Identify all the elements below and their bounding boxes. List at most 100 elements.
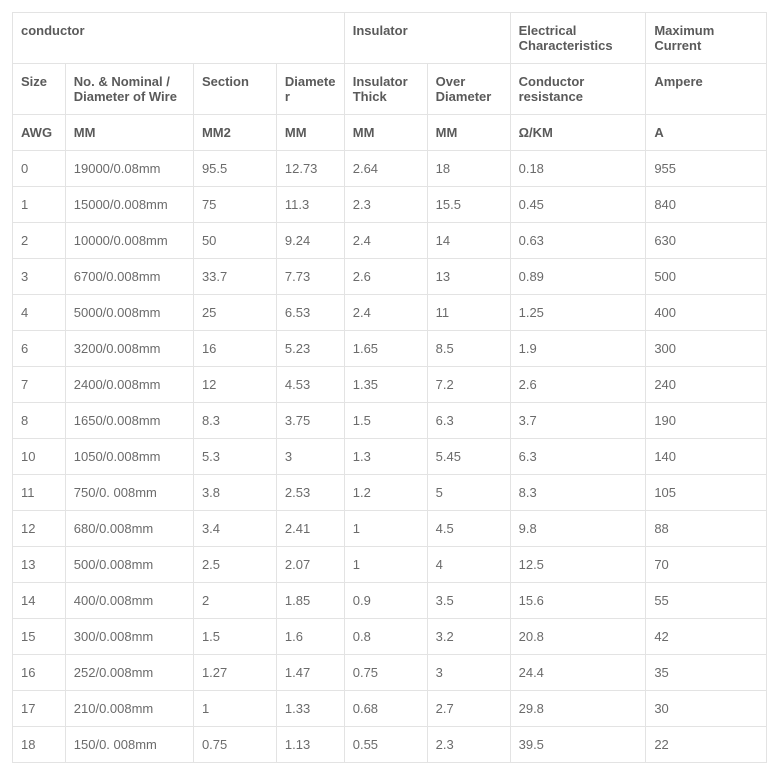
table-row: 15300/0.008mm1.51.60.83.220.842 bbox=[13, 619, 767, 655]
table-cell: 3.5 bbox=[427, 583, 510, 619]
table-cell: 3200/0.008mm bbox=[65, 331, 193, 367]
group-header-cell: conductor bbox=[13, 13, 345, 64]
table-cell: 2.4 bbox=[344, 295, 427, 331]
unit-cell: MM bbox=[276, 115, 344, 151]
table-cell: 11 bbox=[13, 475, 66, 511]
table-cell: 1.5 bbox=[344, 403, 427, 439]
table-cell: 1 bbox=[13, 187, 66, 223]
table-row: 45000/0.008mm256.532.4111.25400 bbox=[13, 295, 767, 331]
table-cell: 15 bbox=[13, 619, 66, 655]
table-cell: 6.53 bbox=[276, 295, 344, 331]
table-cell: 9.24 bbox=[276, 223, 344, 259]
table-cell: 2.64 bbox=[344, 151, 427, 187]
table-cell: 18 bbox=[427, 151, 510, 187]
table-cell: 2.53 bbox=[276, 475, 344, 511]
table-cell: 1.3 bbox=[344, 439, 427, 475]
unit-row: AWGMMMM2MMMMMMΩ/KMA bbox=[13, 115, 767, 151]
table-cell: 140 bbox=[646, 439, 767, 475]
table-cell: 6.3 bbox=[427, 403, 510, 439]
table-cell: 7.73 bbox=[276, 259, 344, 295]
table-cell: 8.5 bbox=[427, 331, 510, 367]
table-cell: 5.45 bbox=[427, 439, 510, 475]
table-cell: 300 bbox=[646, 331, 767, 367]
table-cell: 16 bbox=[13, 655, 66, 691]
table-cell: 0.9 bbox=[344, 583, 427, 619]
table-cell: 15.6 bbox=[510, 583, 646, 619]
table-cell: 5.23 bbox=[276, 331, 344, 367]
table-cell: 955 bbox=[646, 151, 767, 187]
table-cell: 150/0. 008mm bbox=[65, 727, 193, 763]
unit-cell: MM2 bbox=[193, 115, 276, 151]
table-row: 11750/0. 008mm3.82.531.258.3105 bbox=[13, 475, 767, 511]
table-cell: 3.75 bbox=[276, 403, 344, 439]
table-cell: 14 bbox=[427, 223, 510, 259]
table-cell: 400 bbox=[646, 295, 767, 331]
table-cell: 2.3 bbox=[427, 727, 510, 763]
table-cell: 18 bbox=[13, 727, 66, 763]
table-row: 101050/0.008mm5.331.35.456.3140 bbox=[13, 439, 767, 475]
table-cell: 3 bbox=[427, 655, 510, 691]
table-cell: 3 bbox=[276, 439, 344, 475]
table-body: 019000/0.08mm95.512.732.64180.1895511500… bbox=[13, 151, 767, 763]
table-cell: 630 bbox=[646, 223, 767, 259]
table-cell: 252/0.008mm bbox=[65, 655, 193, 691]
table-row: 210000/0.008mm509.242.4140.63630 bbox=[13, 223, 767, 259]
table-cell: 8 bbox=[13, 403, 66, 439]
table-cell: 35 bbox=[646, 655, 767, 691]
table-cell: 6700/0.008mm bbox=[65, 259, 193, 295]
table-cell: 0.55 bbox=[344, 727, 427, 763]
col-header-cell: Conductor resistance bbox=[510, 64, 646, 115]
table-cell: 6 bbox=[13, 331, 66, 367]
table-cell: 15.5 bbox=[427, 187, 510, 223]
table-row: 17210/0.008mm11.330.682.729.830 bbox=[13, 691, 767, 727]
table-cell: 12.73 bbox=[276, 151, 344, 187]
table-cell: 1.33 bbox=[276, 691, 344, 727]
table-cell: 300/0.008mm bbox=[65, 619, 193, 655]
table-cell: 1.13 bbox=[276, 727, 344, 763]
table-cell: 2 bbox=[13, 223, 66, 259]
table-cell: 0.8 bbox=[344, 619, 427, 655]
col-header-cell: Diameter bbox=[276, 64, 344, 115]
table-cell: 16 bbox=[193, 331, 276, 367]
table-cell: 4 bbox=[13, 295, 66, 331]
table-row: 16252/0.008mm1.271.470.75324.435 bbox=[13, 655, 767, 691]
table-cell: 7.2 bbox=[427, 367, 510, 403]
table-row: 12680/0.008mm3.42.4114.59.888 bbox=[13, 511, 767, 547]
table-cell: 50 bbox=[193, 223, 276, 259]
unit-cell: MM bbox=[344, 115, 427, 151]
col-header-cell: Section bbox=[193, 64, 276, 115]
unit-cell: Ω/KM bbox=[510, 115, 646, 151]
table-cell: 840 bbox=[646, 187, 767, 223]
table-row: 115000/0.008mm7511.32.315.50.45840 bbox=[13, 187, 767, 223]
table-cell: 12 bbox=[193, 367, 276, 403]
table-cell: 1 bbox=[193, 691, 276, 727]
table-row: 18150/0. 008mm0.751.130.552.339.522 bbox=[13, 727, 767, 763]
table-cell: 1.25 bbox=[510, 295, 646, 331]
table-cell: 20.8 bbox=[510, 619, 646, 655]
table-cell: 39.5 bbox=[510, 727, 646, 763]
unit-cell: MM bbox=[427, 115, 510, 151]
table-cell: 4.5 bbox=[427, 511, 510, 547]
table-cell: 11.3 bbox=[276, 187, 344, 223]
table-cell: 3.8 bbox=[193, 475, 276, 511]
table-cell: 2.4 bbox=[344, 223, 427, 259]
table-cell: 15000/0.008mm bbox=[65, 187, 193, 223]
table-cell: 0.45 bbox=[510, 187, 646, 223]
table-cell: 95.5 bbox=[193, 151, 276, 187]
table-cell: 1.2 bbox=[344, 475, 427, 511]
table-cell: 8.3 bbox=[193, 403, 276, 439]
col-header-cell: Over Diameter bbox=[427, 64, 510, 115]
table-cell: 1.65 bbox=[344, 331, 427, 367]
table-row: 63200/0.008mm165.231.658.51.9300 bbox=[13, 331, 767, 367]
col-header-cell: No. & Nominal / Diameter of Wire bbox=[65, 64, 193, 115]
table-cell: 2.6 bbox=[510, 367, 646, 403]
table-cell: 6.3 bbox=[510, 439, 646, 475]
table-cell: 0 bbox=[13, 151, 66, 187]
table-cell: 5 bbox=[427, 475, 510, 511]
table-cell: 1.47 bbox=[276, 655, 344, 691]
table-cell: 2.5 bbox=[193, 547, 276, 583]
table-cell: 0.75 bbox=[344, 655, 427, 691]
table-cell: 10 bbox=[13, 439, 66, 475]
table-row: 72400/0.008mm124.531.357.22.6240 bbox=[13, 367, 767, 403]
table-cell: 75 bbox=[193, 187, 276, 223]
